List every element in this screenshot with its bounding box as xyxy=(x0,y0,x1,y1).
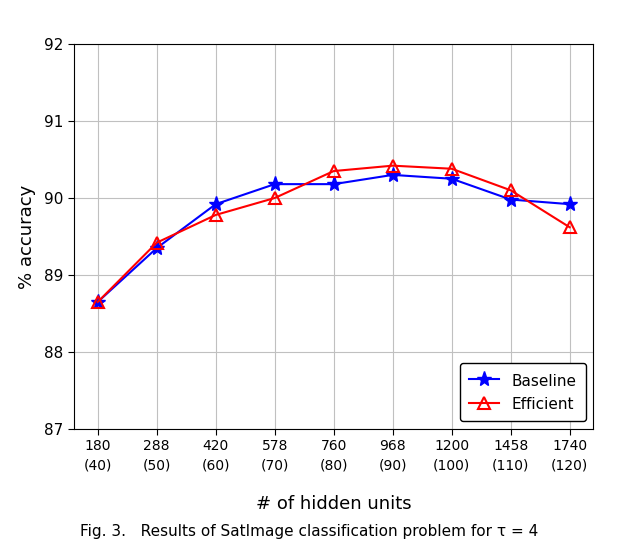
Baseline xyxy=(330,181,337,188)
Y-axis label: % accuracy: % accuracy xyxy=(18,184,36,289)
Efficient xyxy=(330,168,337,174)
Text: (80): (80) xyxy=(320,458,348,472)
Efficient xyxy=(507,187,514,194)
Line: Baseline: Baseline xyxy=(90,167,577,310)
Legend: Baseline, Efficient: Baseline, Efficient xyxy=(460,364,586,421)
Text: (60): (60) xyxy=(201,458,230,472)
X-axis label: # of hidden units: # of hidden units xyxy=(256,495,412,513)
Baseline xyxy=(566,201,574,207)
Baseline xyxy=(271,181,279,188)
Efficient xyxy=(153,239,161,246)
Efficient xyxy=(448,166,455,172)
Efficient xyxy=(389,162,396,169)
Text: (120): (120) xyxy=(551,458,588,472)
Efficient xyxy=(212,212,219,218)
Text: (40): (40) xyxy=(83,458,112,472)
Efficient xyxy=(566,224,574,230)
Efficient xyxy=(94,299,101,305)
Text: (110): (110) xyxy=(492,458,530,472)
Baseline xyxy=(448,175,455,182)
Text: (100): (100) xyxy=(433,458,470,472)
Baseline xyxy=(507,196,514,203)
Text: (70): (70) xyxy=(261,458,289,472)
Baseline xyxy=(212,201,219,207)
Efficient xyxy=(271,195,279,201)
Baseline xyxy=(94,299,101,305)
Baseline xyxy=(389,172,396,178)
Text: (90): (90) xyxy=(378,458,407,472)
Text: Fig. 3.   Results of SatImage classification problem for τ = 4: Fig. 3. Results of SatImage classificati… xyxy=(80,524,538,539)
Line: Efficient: Efficient xyxy=(92,160,575,307)
Text: (50): (50) xyxy=(143,458,171,472)
Baseline xyxy=(153,245,161,251)
